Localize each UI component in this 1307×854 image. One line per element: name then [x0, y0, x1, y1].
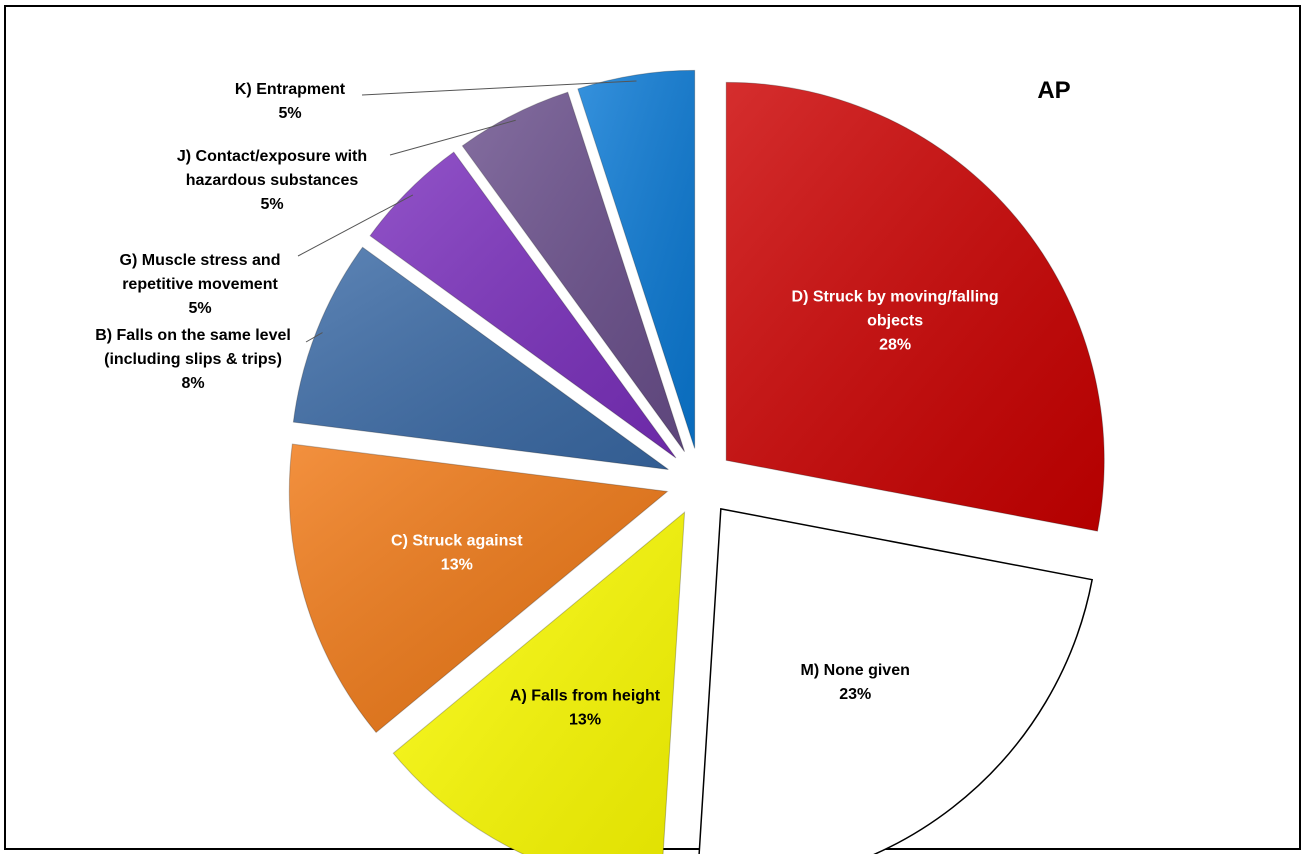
slice-label-line: B) Falls on the same level	[95, 327, 291, 344]
slice-label-g: G) Muscle stress and repetitive movement 5…	[120, 252, 281, 317]
pie-slice-shading-j	[462, 92, 685, 452]
slice-label-b: B) Falls on the same level (including sli…	[95, 327, 291, 392]
slice-label-line: C) Struck against	[391, 533, 523, 550]
slice-label-line: repetitive movement	[122, 276, 278, 293]
slice-percent: 5%	[188, 300, 211, 317]
slice-label-m: M) None given 23%	[801, 662, 910, 703]
slice-percent: 28%	[879, 337, 911, 354]
slice-percent: 5%	[278, 105, 301, 122]
pie-slice-m	[698, 507, 1094, 854]
slice-label-line: K) Entrapment	[235, 81, 346, 98]
slice-label-line: hazardous substances	[186, 172, 359, 189]
slice-percent: 8%	[181, 375, 204, 392]
slice-percent: 5%	[260, 196, 283, 213]
slice-label-line: J) Contact/exposure with	[177, 148, 367, 165]
slice-label-line: objects	[867, 313, 923, 330]
leader-line-b	[305, 332, 323, 343]
leader-line-j	[389, 119, 516, 156]
pie-slice-shading-d	[726, 82, 1105, 532]
slice-label-line: M) None given	[801, 662, 910, 679]
slice-label-d: D) Struck by moving/falling objects 28%	[792, 289, 999, 354]
pie-slice-shading-a	[393, 512, 685, 854]
slice-label-j: J) Contact/exposure with hazardous substa…	[177, 148, 367, 213]
leader-line-k	[361, 80, 637, 96]
slice-label-k: K) Entrapment 5%	[235, 81, 346, 122]
slice-label-c: C) Struck against 13%	[391, 533, 523, 574]
pie-slice-shading-b	[293, 247, 669, 470]
slice-label-line: G) Muscle stress and	[120, 252, 281, 269]
slice-label-a: A) Falls from height 13%	[510, 688, 661, 729]
pie-slice-shading-c	[289, 444, 668, 733]
slice-label-line: D) Struck by moving/falling	[792, 289, 999, 306]
leader-line-g	[297, 194, 414, 257]
slice-percent: 13%	[441, 557, 473, 574]
slice-label-line: A) Falls from height	[510, 688, 661, 705]
pie-slice-shading-k	[577, 70, 695, 449]
pie-slice-shading-g	[370, 152, 676, 458]
slice-percent: 13%	[569, 712, 601, 729]
slice-label-line: (including slips & trips)	[104, 351, 282, 368]
chart-title: AP	[1037, 77, 1070, 104]
slice-percent: 23%	[839, 686, 871, 703]
